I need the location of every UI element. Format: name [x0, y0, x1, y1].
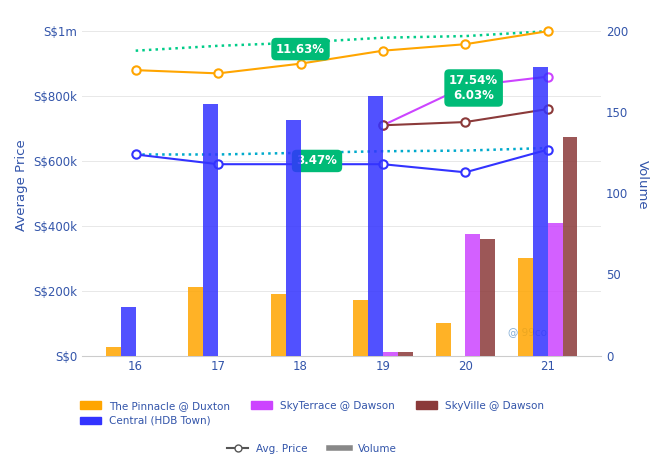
Bar: [106, 347, 121, 356]
Text: @ 99co: @ 99co: [508, 327, 546, 337]
Bar: [398, 352, 412, 356]
Bar: [383, 352, 398, 356]
Bar: [203, 104, 218, 356]
Bar: [548, 223, 562, 356]
Legend: Avg. Price, Volume: Avg. Price, Volume: [223, 440, 401, 458]
Bar: [562, 137, 578, 356]
Text: 3.47%: 3.47%: [297, 154, 337, 168]
Bar: [480, 239, 495, 356]
Bar: [368, 96, 383, 356]
Bar: [533, 67, 548, 356]
Bar: [353, 300, 368, 356]
Y-axis label: Volume: Volume: [636, 161, 649, 210]
Bar: [189, 287, 203, 356]
Bar: [271, 294, 286, 356]
Bar: [436, 323, 451, 356]
Y-axis label: Average Price: Average Price: [15, 139, 28, 231]
Bar: [465, 234, 480, 356]
Bar: [121, 307, 135, 356]
Bar: [518, 258, 533, 356]
Legend: The Pinnacle @ Duxton, Central (HDB Town), SkyTerrace @ Dawson, SkyVille @ Dawso: The Pinnacle @ Duxton, Central (HDB Town…: [76, 396, 548, 430]
Bar: [286, 120, 301, 356]
Text: 11.63%: 11.63%: [276, 43, 325, 56]
Text: 17.54%
6.03%: 17.54% 6.03%: [449, 74, 498, 102]
